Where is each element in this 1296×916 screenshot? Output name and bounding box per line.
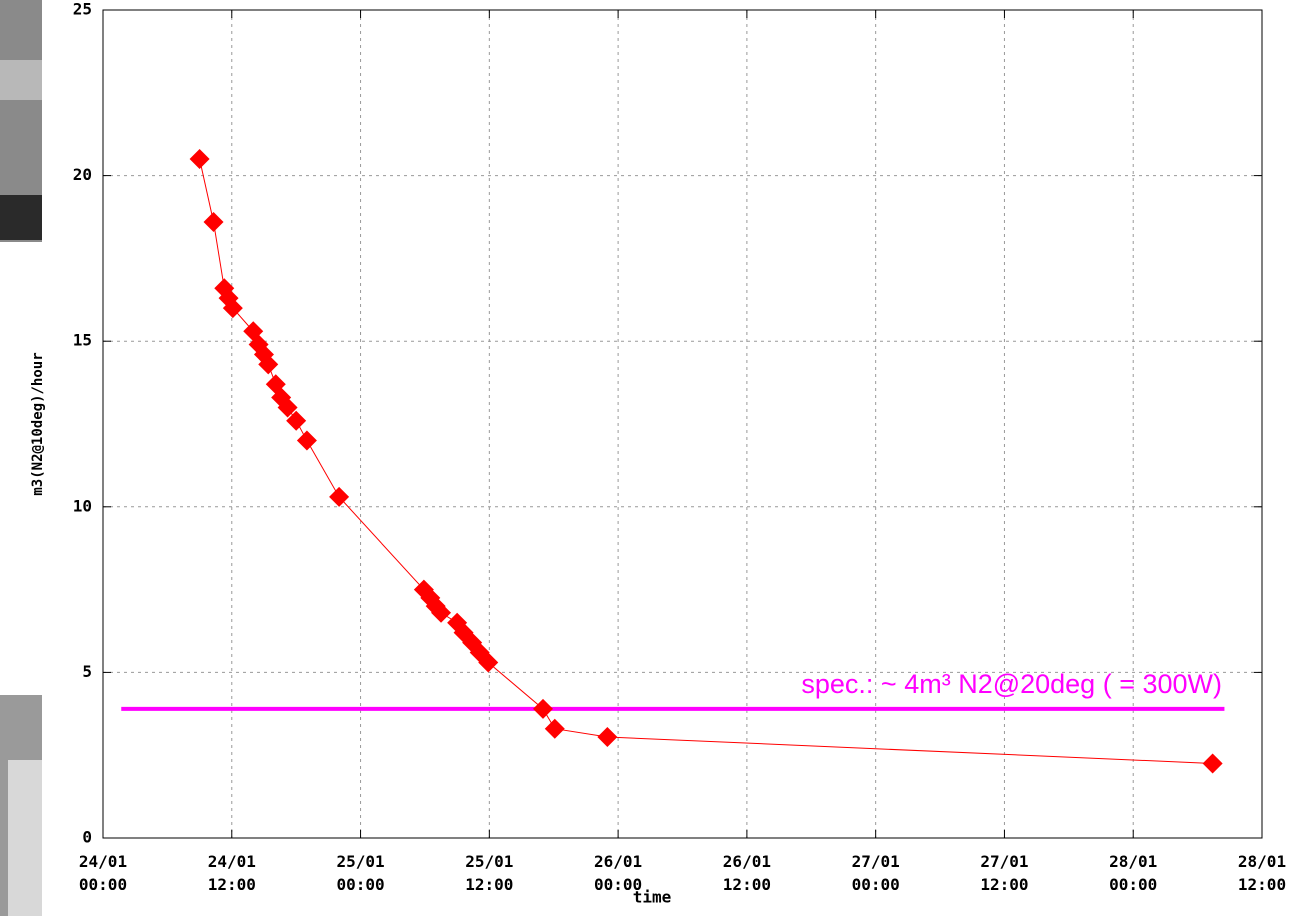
x-tick-label-line: 25/01 <box>465 852 513 871</box>
x-tick-label: 28/01 00:00 <box>1109 852 1157 894</box>
x-tick-label-line: 12:00 <box>208 875 256 894</box>
y-tick-label: 0 <box>82 828 92 847</box>
x-tick-label-line: 12:00 <box>465 875 513 894</box>
x-tick-label-line: 26/01 <box>594 852 642 871</box>
x-tick-label-line: 00:00 <box>79 875 127 894</box>
x-tick-label-line: 27/01 <box>852 852 900 871</box>
x-tick-label-line: 25/01 <box>336 852 384 871</box>
data-point <box>533 699 553 719</box>
plot-frame <box>103 10 1262 838</box>
data-point <box>297 431 317 451</box>
x-tick-label-line: 24/01 <box>208 852 256 871</box>
x-tick-label-line: 00:00 <box>1109 875 1157 894</box>
x-tick-label-line: 27/01 <box>980 852 1028 871</box>
x-tick-label: 25/01 12:00 <box>465 852 513 894</box>
photo-fragment <box>0 60 42 100</box>
x-tick-label-line: 28/01 <box>1238 852 1286 871</box>
x-tick-label-line: 12:00 <box>723 875 771 894</box>
y-tick-label: 20 <box>73 165 92 184</box>
photo-fragment <box>8 760 42 916</box>
x-tick-label-line: 28/01 <box>1109 852 1157 871</box>
x-tick-label: 25/01 00:00 <box>336 852 384 894</box>
x-tick-label-line: 00:00 <box>594 875 642 894</box>
x-tick-label: 26/01 00:00 <box>594 852 642 894</box>
y-tick-label: 25 <box>73 0 92 19</box>
data-point <box>545 719 565 739</box>
x-tick-label-line: 12:00 <box>1238 875 1286 894</box>
x-tick-label-line: 12:00 <box>980 875 1028 894</box>
annotation: spec.: ~ 4m³ N2@20deg ( = 300W) <box>801 669 1222 699</box>
data-point <box>1203 753 1223 773</box>
y-axis-label: m3(N2@10deg)/hour <box>30 352 46 495</box>
y-tick-label: 5 <box>82 662 92 681</box>
x-tick-label-line: 00:00 <box>336 875 384 894</box>
x-tick-label: 27/01 12:00 <box>980 852 1028 894</box>
x-tick-label-line: 24/01 <box>79 852 127 871</box>
data-point <box>204 212 224 232</box>
data-point <box>597 727 617 747</box>
page: m3(N2@10deg)/hour time 051015202524/0100… <box>0 0 1296 916</box>
y-tick-label: 15 <box>73 331 92 350</box>
photo-fragment <box>0 195 42 240</box>
x-tick-label: 26/01 12:00 <box>723 852 771 894</box>
data-point <box>190 149 210 169</box>
x-tick-label: 24/01 12:00 <box>208 852 256 894</box>
x-tick-label-line: 00:00 <box>852 875 900 894</box>
x-tick-label-line: 26/01 <box>723 852 771 871</box>
chart: m3(N2@10deg)/hour time 051015202524/0100… <box>0 0 1296 916</box>
x-tick-label: 24/01 00:00 <box>79 852 127 894</box>
y-tick-label: 10 <box>73 496 92 515</box>
x-tick-label: 28/01 12:00 <box>1238 852 1286 894</box>
x-tick-label: 27/01 00:00 <box>852 852 900 894</box>
